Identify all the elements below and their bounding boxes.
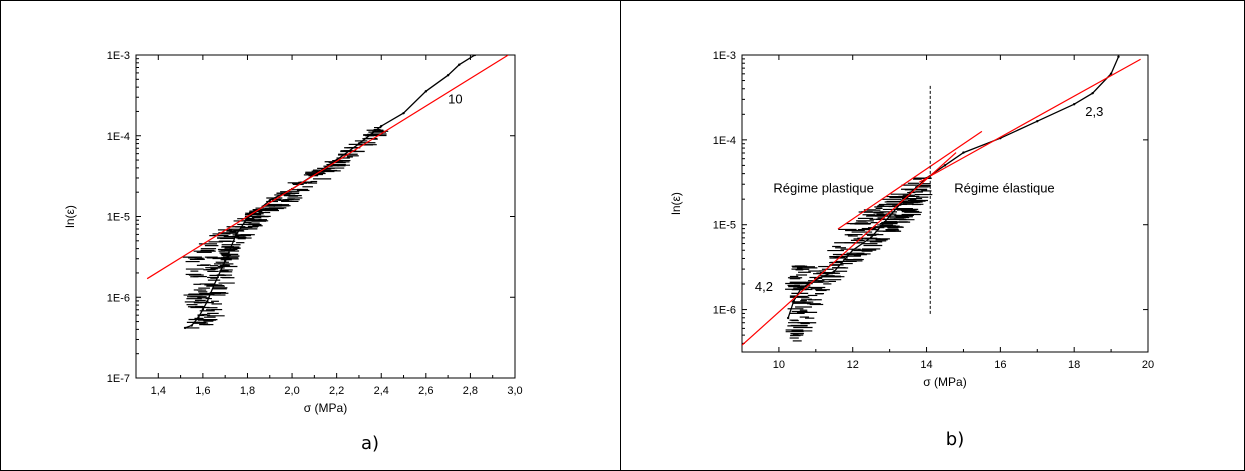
data-point bbox=[223, 259, 227, 263]
fit-line bbox=[918, 58, 1141, 183]
x-tick-label: 20 bbox=[1142, 359, 1154, 371]
data-layer bbox=[742, 55, 1141, 346]
data-point bbox=[1091, 91, 1094, 95]
data-layer bbox=[146, 55, 509, 330]
data-point bbox=[357, 142, 361, 146]
data-point bbox=[206, 300, 209, 303]
data-point bbox=[380, 124, 383, 128]
data-point bbox=[183, 326, 187, 330]
panel-b-caption: b) bbox=[946, 429, 964, 450]
x-tick-label: 1,6 bbox=[195, 385, 210, 397]
x-tick-label: 2,0 bbox=[284, 385, 299, 397]
x-tick-label: 18 bbox=[1068, 359, 1080, 371]
annotation-label: 2,3 bbox=[1085, 104, 1103, 119]
data-point bbox=[268, 199, 271, 202]
y-tick-label: 1E-6 bbox=[713, 305, 736, 317]
data-point bbox=[402, 111, 405, 115]
data-point bbox=[962, 151, 965, 154]
data-point bbox=[943, 164, 947, 167]
data-point bbox=[888, 215, 891, 218]
y-tick-label: 1E-3 bbox=[713, 50, 736, 62]
y-tick-label: 1E-3 bbox=[107, 50, 130, 62]
data-point bbox=[473, 55, 477, 57]
x-tick-label: 2,8 bbox=[463, 385, 478, 397]
data-point bbox=[1117, 55, 1120, 58]
data-point bbox=[424, 90, 428, 93]
y-tick-label: 1E-6 bbox=[107, 292, 130, 304]
x-axis-label: σ (MPa) bbox=[304, 401, 347, 415]
data-point bbox=[212, 283, 216, 287]
x-tick-label: 16 bbox=[994, 359, 1006, 371]
data-point bbox=[792, 299, 795, 303]
annotation-label: Régime plastique bbox=[773, 180, 873, 195]
data-point bbox=[446, 73, 450, 77]
data-point bbox=[197, 316, 200, 319]
y-tick-label: 1E-5 bbox=[107, 212, 130, 224]
fit-line bbox=[742, 152, 957, 346]
y-tick-label: 1E-5 bbox=[713, 220, 736, 232]
data-point bbox=[190, 324, 193, 327]
y-tick-label: 1E-4 bbox=[713, 135, 736, 147]
data-point bbox=[833, 270, 836, 273]
data-point bbox=[786, 316, 790, 320]
data-series-line bbox=[184, 55, 476, 329]
x-tick-label: 2,6 bbox=[418, 385, 433, 397]
data-point bbox=[851, 248, 854, 252]
panel-divider bbox=[620, 0, 621, 471]
y-axis-label: ln(ε) bbox=[63, 205, 77, 228]
plot-area-b bbox=[741, 54, 1149, 353]
chart-panel-b: b) 10 12 14 16 18 20 1E-6 1E-5 1E-4 1E-3 σ (MPa) ln… bbox=[669, 50, 1154, 450]
fit-line bbox=[837, 130, 983, 230]
x-tick-label: 14 bbox=[920, 359, 932, 371]
y-axis-label: ln(ε) bbox=[669, 192, 683, 215]
chart-panel-a: a) 1,4 1,6 1,8 2,0 2,2 2,4 2,6 2,8 3,0 1E-7 1E-6 1E… bbox=[63, 50, 523, 454]
data-point bbox=[1036, 119, 1039, 123]
data-point bbox=[201, 308, 205, 311]
x-tick-label: 2,4 bbox=[374, 385, 389, 397]
annotation-label: 4,2 bbox=[755, 279, 773, 294]
x-tick-label: 12 bbox=[847, 359, 859, 371]
x-tick-label: 3,0 bbox=[507, 385, 522, 397]
data-point bbox=[458, 63, 461, 66]
data-point bbox=[1072, 103, 1076, 106]
data-point bbox=[869, 236, 873, 239]
x-tick-label: 1,8 bbox=[240, 385, 255, 397]
x-tick-label: 10 bbox=[773, 359, 785, 371]
fit-line bbox=[146, 55, 509, 280]
y-tick-label: 1E-7 bbox=[107, 373, 130, 385]
panel-a-caption: a) bbox=[361, 433, 379, 454]
data-point bbox=[235, 233, 238, 236]
x-axis-label: σ (MPa) bbox=[923, 375, 966, 389]
annotation-label: Régime élastique bbox=[954, 180, 1054, 195]
data-point bbox=[799, 287, 803, 290]
x-tick-label: 2,2 bbox=[329, 385, 344, 397]
annotation-label: 10 bbox=[448, 91, 462, 106]
data-point bbox=[1109, 72, 1113, 75]
x-tick-label: 1,4 bbox=[151, 385, 166, 397]
y-tick-label: 1E-4 bbox=[107, 131, 130, 143]
